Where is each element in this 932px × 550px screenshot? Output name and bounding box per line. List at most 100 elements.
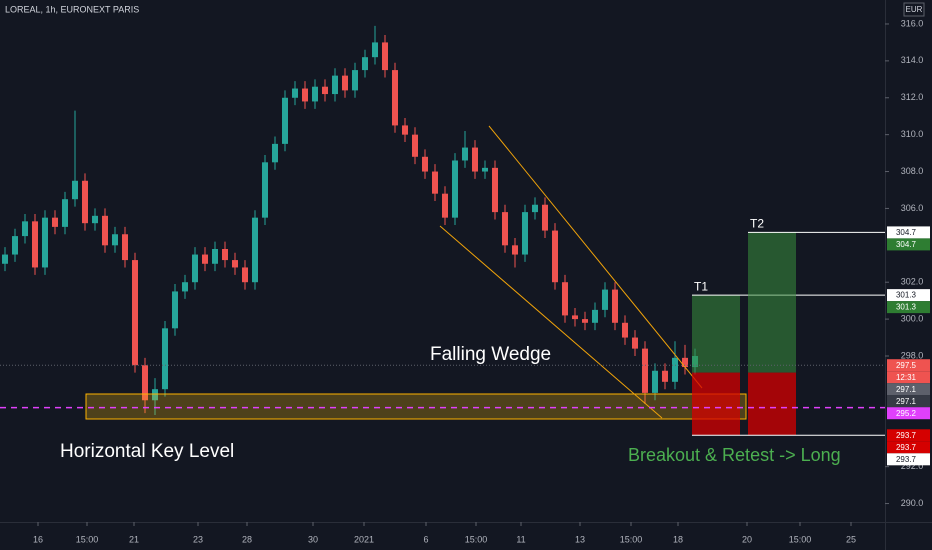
candle-body	[182, 282, 188, 292]
plot-area	[2, 25, 698, 416]
candle-body	[432, 171, 438, 194]
candle-body	[582, 319, 588, 323]
price-badge-box	[887, 407, 930, 420]
price-badge-label: 293.7	[896, 443, 917, 452]
price-badge-box	[887, 429, 930, 442]
y-tick-label: 316.0	[901, 18, 924, 28]
x-tick-label: 15:00	[76, 534, 99, 544]
price-badge-box	[887, 238, 930, 251]
price-badge: 304.7	[887, 238, 930, 251]
x-tick-label: 28	[242, 534, 252, 544]
candle-body	[552, 230, 558, 283]
price-badge-box	[887, 226, 930, 239]
candle-body	[272, 143, 278, 163]
price-badge-box	[887, 371, 930, 384]
price-badge: 293.7	[887, 429, 930, 442]
candle-body	[372, 42, 378, 58]
candle-body	[212, 249, 218, 264]
y-tick-label: 314.0	[901, 55, 924, 65]
price-badge-label: 293.7	[896, 455, 917, 464]
candle-body	[682, 357, 688, 368]
setup-label: Breakout & Retest -> Long	[628, 445, 841, 465]
price-badge-box	[887, 441, 930, 454]
y-tick-label: 300.0	[901, 313, 924, 323]
candle-body	[612, 289, 618, 323]
candle-body	[602, 289, 608, 310]
wedge-upper-line	[488, 125, 703, 389]
candle-body	[282, 97, 288, 144]
candle-body	[252, 217, 258, 283]
candle-body	[2, 254, 8, 264]
candle-body	[322, 86, 328, 95]
candle-body	[472, 147, 478, 172]
candle-body	[112, 234, 118, 246]
x-tick-label: 30	[308, 534, 318, 544]
candle-body	[562, 282, 568, 316]
candle-body	[92, 215, 98, 224]
target-zone	[692, 295, 740, 373]
candle-body	[632, 337, 638, 349]
candle-body	[572, 315, 578, 320]
candle-body	[222, 249, 228, 261]
candle-body	[662, 370, 668, 382]
currency: EUR	[906, 5, 923, 14]
candle-body	[592, 309, 598, 323]
price-badge-label: 12:31	[896, 373, 917, 382]
x-tick-label: 6	[423, 534, 428, 544]
y-tick-label: 310.0	[901, 129, 924, 139]
price-badge-label: 297.1	[896, 385, 917, 394]
target-label: T2	[750, 217, 764, 231]
y-tick-label: 308.0	[901, 166, 924, 176]
candle-body	[442, 193, 448, 218]
y-tick-label: 306.0	[901, 203, 924, 213]
price-badge-label: 301.3	[896, 303, 917, 312]
candle-body	[462, 147, 468, 161]
price-badge-box	[887, 453, 930, 466]
candle-body	[482, 167, 488, 172]
wedge-lower-line	[439, 225, 663, 419]
candle-body	[72, 180, 78, 200]
candle-body	[542, 204, 548, 231]
x-tick-label: 13	[575, 534, 585, 544]
price-badge-label: 304.7	[896, 228, 917, 237]
candle-body	[422, 156, 428, 172]
candle-body	[492, 167, 498, 213]
price-badge-label: 297.1	[896, 397, 917, 406]
candle-body	[232, 260, 238, 268]
candle-body	[512, 245, 518, 255]
y-tick-label: 312.0	[901, 92, 924, 102]
candle-body	[132, 260, 138, 366]
x-tick-label: 11	[516, 534, 525, 544]
price-badge: 297.1	[887, 383, 930, 396]
stop-zone	[692, 372, 740, 436]
candle-body	[292, 88, 298, 98]
candle-body	[62, 199, 68, 227]
candle-body	[312, 86, 318, 102]
candle-body	[382, 42, 388, 71]
candle-body	[332, 75, 338, 95]
candle-body	[302, 88, 308, 102]
candle-body	[12, 236, 18, 255]
price-badge-label: 301.3	[896, 291, 917, 300]
candle-body	[242, 267, 248, 283]
candle-body	[52, 217, 58, 227]
y-tick-label: 290.0	[901, 498, 924, 508]
candle-body	[22, 221, 28, 237]
price-badge-label: 297.5	[896, 361, 917, 370]
candle-body	[102, 215, 108, 246]
x-tick-label: 20	[742, 534, 752, 544]
currency-box	[903, 2, 925, 17]
candle-body	[402, 125, 408, 135]
price-badge: 297.5	[887, 359, 930, 372]
target-zone	[748, 232, 796, 373]
price-badge-label: 293.7	[896, 431, 917, 440]
candle-body	[192, 254, 198, 283]
candle-body	[362, 57, 368, 71]
candle-body	[82, 180, 88, 224]
price-badge: 12:31	[887, 371, 930, 384]
price-badge-box	[887, 289, 930, 302]
candle-body	[622, 322, 628, 338]
candle-body	[352, 70, 358, 91]
x-tick-label: 15:00	[789, 534, 812, 544]
